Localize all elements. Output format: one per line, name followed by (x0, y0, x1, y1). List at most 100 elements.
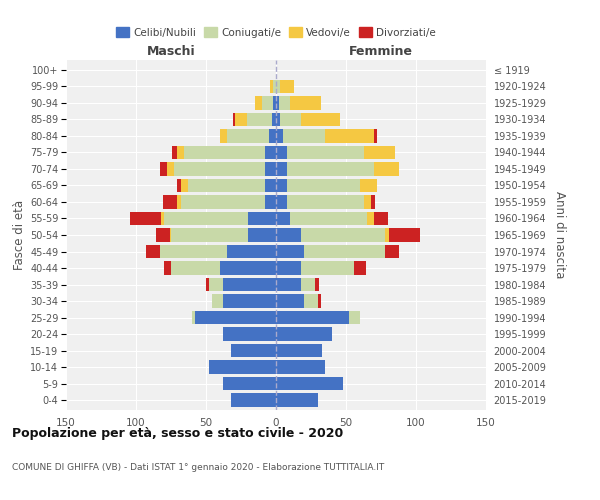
Bar (276, 113, 280, 126)
Bar (265, 179, 276, 192)
Bar (184, 146, 265, 159)
Bar (170, 228, 171, 241)
Bar (276, 96, 279, 110)
Bar (262, 96, 273, 110)
Bar (273, 80, 276, 93)
Bar (304, 245, 385, 258)
Bar (360, 179, 377, 192)
Bar (164, 262, 171, 274)
Bar (271, 80, 273, 93)
Bar (248, 228, 276, 241)
Bar (248, 212, 276, 225)
Bar (209, 278, 223, 291)
Bar (235, 113, 247, 126)
Bar (167, 162, 174, 175)
Bar (276, 80, 280, 93)
Y-axis label: Anni di nascita: Anni di nascita (553, 192, 566, 278)
Bar (276, 146, 287, 159)
Bar (171, 262, 220, 274)
Bar (301, 113, 340, 126)
Bar (301, 278, 315, 291)
Bar (188, 179, 265, 192)
Bar (385, 228, 389, 241)
Bar (364, 146, 395, 159)
Bar (276, 162, 287, 175)
Bar (161, 212, 164, 225)
Bar (231, 394, 276, 406)
Bar (287, 179, 360, 192)
Bar (220, 262, 276, 274)
Bar (171, 228, 248, 241)
Bar (247, 113, 272, 126)
Bar (212, 294, 223, 308)
Bar (301, 228, 385, 241)
Bar (374, 212, 388, 225)
Bar (385, 245, 399, 258)
Bar (172, 146, 176, 159)
Bar (371, 196, 376, 208)
Bar (273, 96, 276, 110)
Bar (287, 196, 364, 208)
Bar (276, 245, 304, 258)
Bar (301, 262, 355, 274)
Bar (287, 162, 374, 175)
Bar (276, 130, 283, 142)
Bar (276, 262, 301, 274)
Bar (276, 311, 349, 324)
Bar (287, 146, 364, 159)
Bar (279, 96, 290, 110)
Bar (276, 377, 343, 390)
Bar (265, 146, 276, 159)
Bar (349, 311, 360, 324)
Bar (315, 278, 319, 291)
Bar (325, 130, 374, 142)
Legend: Celibi/Nubili, Coniugati/e, Vedovi/e, Divorziati/e: Celibi/Nubili, Coniugati/e, Vedovi/e, Di… (112, 23, 440, 42)
Bar (227, 130, 269, 142)
Bar (276, 360, 325, 374)
Bar (367, 212, 374, 225)
Bar (176, 146, 184, 159)
Bar (181, 179, 188, 192)
Bar (374, 130, 377, 142)
Bar (276, 328, 332, 340)
Bar (276, 278, 301, 291)
Bar (389, 228, 420, 241)
Bar (276, 344, 322, 357)
Bar (146, 245, 160, 258)
Bar (276, 394, 318, 406)
Bar (160, 245, 227, 258)
Bar (220, 130, 227, 142)
Bar (276, 228, 301, 241)
Bar (155, 228, 170, 241)
Bar (265, 162, 276, 175)
Bar (209, 360, 276, 374)
Bar (304, 294, 318, 308)
Bar (280, 80, 294, 93)
Bar (206, 278, 209, 291)
Bar (318, 294, 321, 308)
Bar (223, 294, 276, 308)
Bar (290, 96, 321, 110)
Bar (195, 311, 276, 324)
Bar (280, 113, 301, 126)
Bar (160, 162, 167, 175)
Bar (174, 162, 265, 175)
Bar (176, 179, 181, 192)
Bar (283, 130, 325, 142)
Bar (269, 130, 276, 142)
Bar (276, 179, 287, 192)
Bar (164, 212, 248, 225)
Bar (227, 245, 276, 258)
Bar (223, 377, 276, 390)
Bar (181, 196, 265, 208)
Text: Popolazione per età, sesso e stato civile - 2020: Popolazione per età, sesso e stato civil… (12, 428, 343, 440)
Bar (231, 344, 276, 357)
Bar (276, 294, 304, 308)
Y-axis label: Fasce di età: Fasce di età (13, 200, 26, 270)
Bar (290, 212, 367, 225)
Bar (176, 196, 181, 208)
Bar (192, 311, 195, 324)
Bar (223, 328, 276, 340)
Bar (233, 113, 235, 126)
Bar (223, 278, 276, 291)
